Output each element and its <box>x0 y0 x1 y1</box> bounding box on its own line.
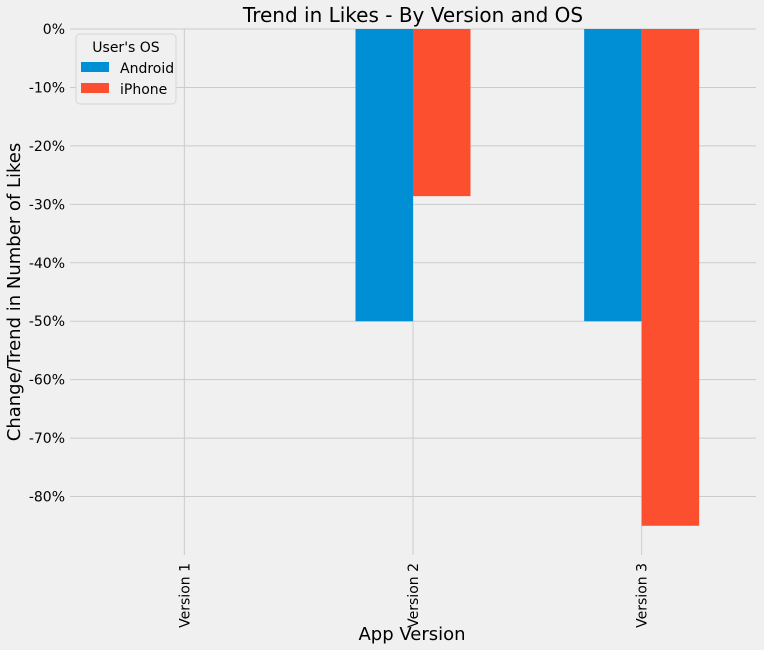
y-tick-label: -20% <box>29 139 65 155</box>
bar-android-version-2 <box>355 29 413 322</box>
y-tick-label: -60% <box>29 373 65 389</box>
legend: User's OS Android iPhone <box>75 33 177 105</box>
y-tick-label: -50% <box>29 314 65 330</box>
y-tick-label: -80% <box>29 490 65 506</box>
y-tick-label: -10% <box>29 80 65 96</box>
y-axis-ticks: 0% -10% -20% -30% -40% -50% -60% -70% -80% <box>29 22 65 506</box>
x-tick-label: Version 1 <box>177 563 193 628</box>
y-tick-label: 0% <box>43 22 65 38</box>
x-tick-label: Version 2 <box>406 563 422 628</box>
legend-swatch-iphone <box>81 83 109 93</box>
bar-iphone-version-2 <box>413 29 471 197</box>
bar-android-version-3 <box>584 29 642 322</box>
y-axis-title: Change/Trend in Number of Likes <box>4 143 25 441</box>
legend-label-android: Android <box>120 61 174 77</box>
y-tick-label: -30% <box>29 197 65 213</box>
x-tick-label: Version 3 <box>635 563 651 628</box>
legend-label-iphone: iPhone <box>120 82 167 98</box>
x-axis-title: App Version <box>358 624 465 645</box>
x-axis-ticks: Version 1 Version 2 Version 3 <box>177 563 650 628</box>
bars <box>355 29 700 526</box>
chart-title: Trend in Likes - By Version and OS <box>242 3 583 27</box>
y-tick-label: -40% <box>29 256 65 272</box>
legend-title: User's OS <box>92 40 160 56</box>
bar-iphone-version-3 <box>641 29 700 526</box>
y-tick-label: -70% <box>29 431 65 447</box>
legend-swatch-android <box>81 62 109 72</box>
